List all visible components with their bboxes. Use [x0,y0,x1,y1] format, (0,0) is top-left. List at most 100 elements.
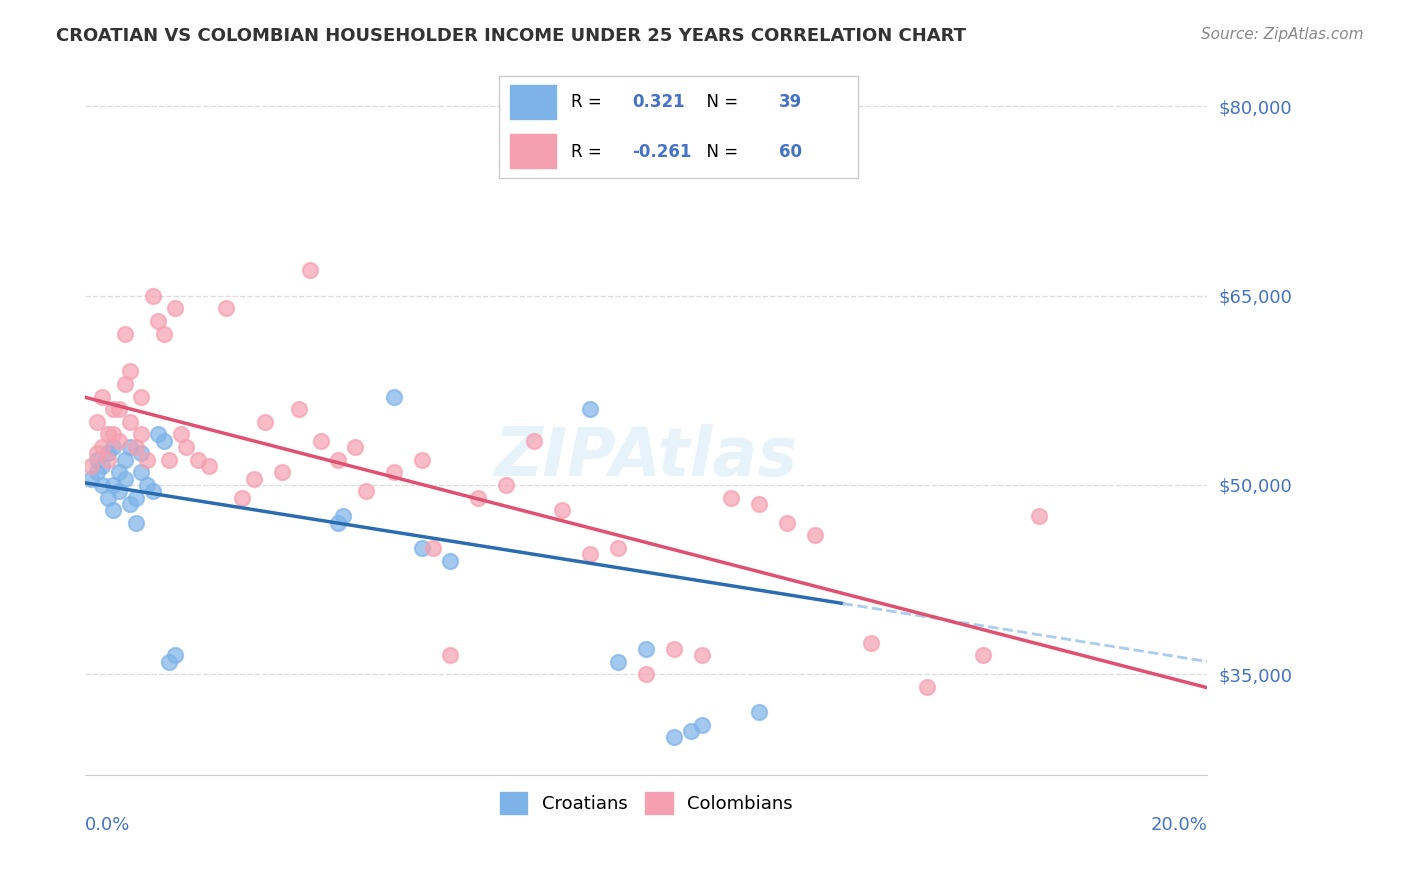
Point [214,301,236,316]
Point [97,427,120,442]
Point [159,452,181,467]
Point [803,528,825,542]
Point [153,434,176,448]
Text: R =: R = [571,94,607,112]
Point [915,680,938,694]
Point [125,516,148,530]
Text: N =: N = [696,94,744,112]
Point [103,402,125,417]
Point [80,472,103,486]
Point [153,326,176,341]
Text: 0.0%: 0.0% [86,815,131,833]
Text: 60: 60 [779,143,801,161]
Point [231,491,253,505]
Point [97,452,120,467]
Point [1028,509,1050,524]
Point [439,554,461,568]
Point [136,452,159,467]
Point [108,402,131,417]
Point [91,440,114,454]
Point [253,415,276,429]
Point [551,503,574,517]
Point [579,547,602,561]
Point [97,491,120,505]
FancyBboxPatch shape [510,85,557,119]
Point [125,491,148,505]
Point [748,497,770,511]
Legend: Croatians, Colombians: Croatians, Colombians [491,782,801,822]
Text: 39: 39 [779,94,801,112]
FancyBboxPatch shape [510,135,557,168]
Point [814,118,837,132]
Point [242,472,264,486]
Point [382,465,405,479]
Point [411,452,433,467]
Point [108,434,131,448]
Point [636,667,658,681]
Point [114,326,136,341]
Point [309,434,332,448]
Point [636,642,658,657]
Text: N =: N = [696,143,744,161]
Point [131,465,153,479]
Point [103,478,125,492]
Point [91,478,114,492]
Text: CROATIAN VS COLOMBIAN HOUSEHOLDER INCOME UNDER 25 YEARS CORRELATION CHART: CROATIAN VS COLOMBIAN HOUSEHOLDER INCOME… [56,27,966,45]
Point [523,434,546,448]
Text: R =: R = [571,143,607,161]
Point [579,402,602,417]
Point [165,648,187,663]
Point [439,648,461,663]
Point [148,314,170,328]
Point [467,491,489,505]
Point [131,390,153,404]
Point [422,541,444,555]
Point [159,655,181,669]
Point [86,452,108,467]
Point [120,497,142,511]
Point [120,440,142,454]
Point [326,516,349,530]
Point [681,723,703,738]
Point [91,458,114,473]
Point [354,484,377,499]
Point [607,541,630,555]
Point [326,452,349,467]
Point [176,440,198,454]
Point [108,484,131,499]
Point [103,440,125,454]
Point [495,478,517,492]
Point [108,465,131,479]
Point [859,635,882,649]
Point [142,288,165,302]
Point [114,376,136,391]
Text: -0.261: -0.261 [631,143,692,161]
Point [270,465,292,479]
Point [170,427,193,442]
Point [120,415,142,429]
Point [114,472,136,486]
Point [86,415,108,429]
Point [972,648,994,663]
Point [411,541,433,555]
Point [103,427,125,442]
Point [607,655,630,669]
Point [343,440,366,454]
Point [382,390,405,404]
Point [86,465,108,479]
Point [103,503,125,517]
Point [748,705,770,719]
Point [165,301,187,316]
Point [664,642,686,657]
Point [125,440,148,454]
Point [692,648,714,663]
Point [142,484,165,499]
Point [91,390,114,404]
Point [692,717,714,731]
Point [332,509,354,524]
Text: 20.0%: 20.0% [1150,815,1208,833]
Point [131,446,153,460]
Point [720,491,742,505]
Text: Source: ZipAtlas.com: Source: ZipAtlas.com [1201,27,1364,42]
Point [86,446,108,460]
